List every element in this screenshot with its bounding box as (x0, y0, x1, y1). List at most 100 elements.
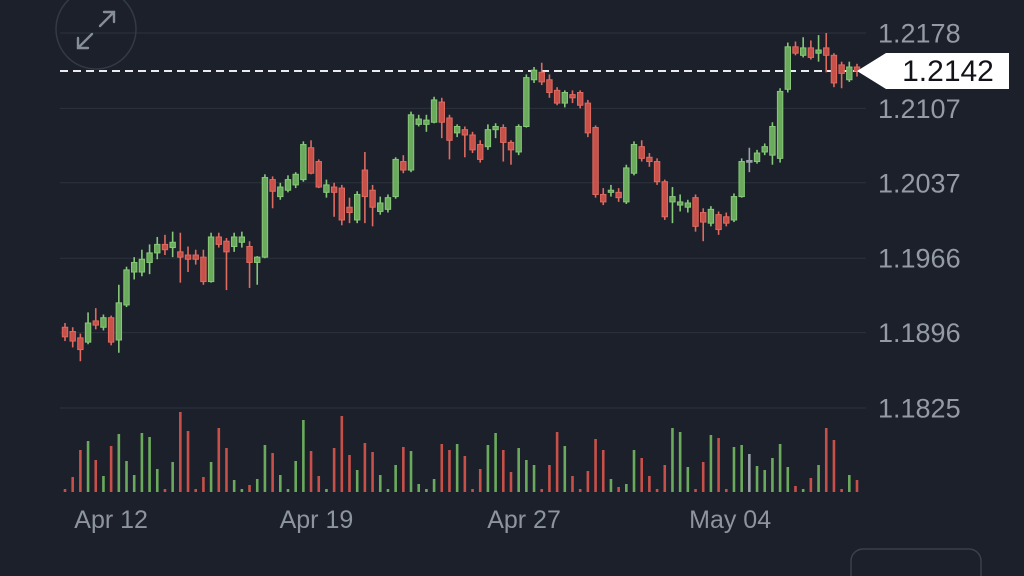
candle-body (230, 236, 238, 248)
candle (600, 188, 607, 206)
volume-bar (517, 448, 520, 492)
volume-bar (117, 434, 121, 492)
candle-body (484, 129, 492, 148)
volume-bar (155, 469, 159, 492)
volume-bar (632, 450, 636, 492)
candle-body (507, 141, 515, 151)
candle (138, 249, 146, 277)
volume-bar (394, 465, 397, 492)
volume-bar (617, 487, 620, 492)
candle (353, 191, 361, 224)
candle (169, 231, 176, 258)
candle-body (669, 196, 676, 203)
candle (815, 35, 822, 62)
candle-body (138, 258, 146, 273)
candle-body (131, 261, 138, 273)
volume-bar (817, 465, 820, 492)
volume-bar (363, 443, 367, 492)
candle (638, 140, 645, 162)
volume-bar (378, 475, 382, 492)
candle-body (753, 152, 761, 163)
candle (400, 155, 407, 174)
candle-body (169, 241, 176, 249)
candle-body (692, 197, 699, 227)
volume-bar (694, 489, 697, 492)
volume-bar (202, 477, 205, 492)
candle-body (569, 94, 576, 99)
candle-body (784, 46, 791, 90)
candle (546, 74, 553, 98)
expand-button[interactable] (55, 0, 137, 70)
candle (669, 187, 676, 224)
volume-bar (840, 489, 843, 492)
candle (853, 63, 861, 77)
candle (653, 158, 661, 185)
volume-bar (601, 450, 605, 492)
volume-bar (340, 416, 344, 492)
candle (361, 151, 369, 224)
candle-body (730, 196, 738, 221)
candle (453, 124, 461, 138)
candle (715, 211, 722, 235)
volume-bar (555, 432, 559, 492)
volume-bar (671, 428, 674, 492)
volume-bar (486, 445, 490, 492)
volume-bar (794, 486, 797, 492)
candle (369, 184, 376, 227)
volume-bar (417, 484, 421, 492)
candle-body (338, 187, 346, 221)
candle (738, 158, 745, 198)
volume-bar (824, 428, 828, 492)
candle (761, 143, 768, 156)
candle-body (638, 146, 645, 159)
candlestick-series (61, 33, 861, 362)
candle-body (815, 49, 822, 54)
candle-body (823, 47, 830, 56)
volume-bar (279, 475, 282, 492)
volume-bar (232, 480, 236, 492)
volume-bar (717, 438, 720, 492)
candle (292, 172, 299, 189)
candle (584, 99, 592, 138)
volume-bar (240, 489, 244, 492)
axis-labels: 1.2178 1.2107 1.2037 1.1966 1.1896 1.1825 Apr … (74, 19, 960, 535)
candle-body (500, 127, 507, 143)
candle-body (584, 102, 592, 134)
volume-series (63, 412, 859, 492)
candle-body (377, 202, 384, 212)
candle-body (576, 91, 584, 106)
candle-body (261, 176, 269, 258)
candle-body (623, 167, 630, 203)
expand-button-circle (55, 0, 137, 70)
candle-body (630, 144, 638, 174)
volume-bar (309, 451, 313, 492)
candle (576, 90, 584, 109)
candle-body (277, 186, 284, 198)
volume-bar (586, 471, 590, 492)
candle-body (369, 189, 376, 208)
volume-bar (548, 465, 551, 492)
volume-bar (263, 445, 267, 492)
candle-body (200, 256, 207, 283)
bottom-right-partial-button[interactable] (850, 548, 982, 576)
candle-body (807, 47, 815, 58)
volume-bar (771, 458, 774, 492)
volume-bar (194, 489, 198, 492)
candle (230, 232, 238, 252)
volume-bar (148, 437, 151, 492)
y-axis-label: 1.1966 (878, 244, 961, 274)
candle (461, 126, 469, 158)
candle (69, 327, 76, 348)
candle-body (615, 191, 622, 199)
volume-bar (755, 466, 759, 492)
volume-bar (678, 432, 682, 492)
candle-body (315, 161, 322, 188)
candle (776, 88, 784, 163)
volume-bar (801, 489, 805, 492)
volume-bar (125, 461, 128, 492)
volume-bar (102, 476, 105, 492)
candle (377, 196, 384, 215)
candle (615, 188, 622, 202)
volume-bar (724, 489, 728, 492)
